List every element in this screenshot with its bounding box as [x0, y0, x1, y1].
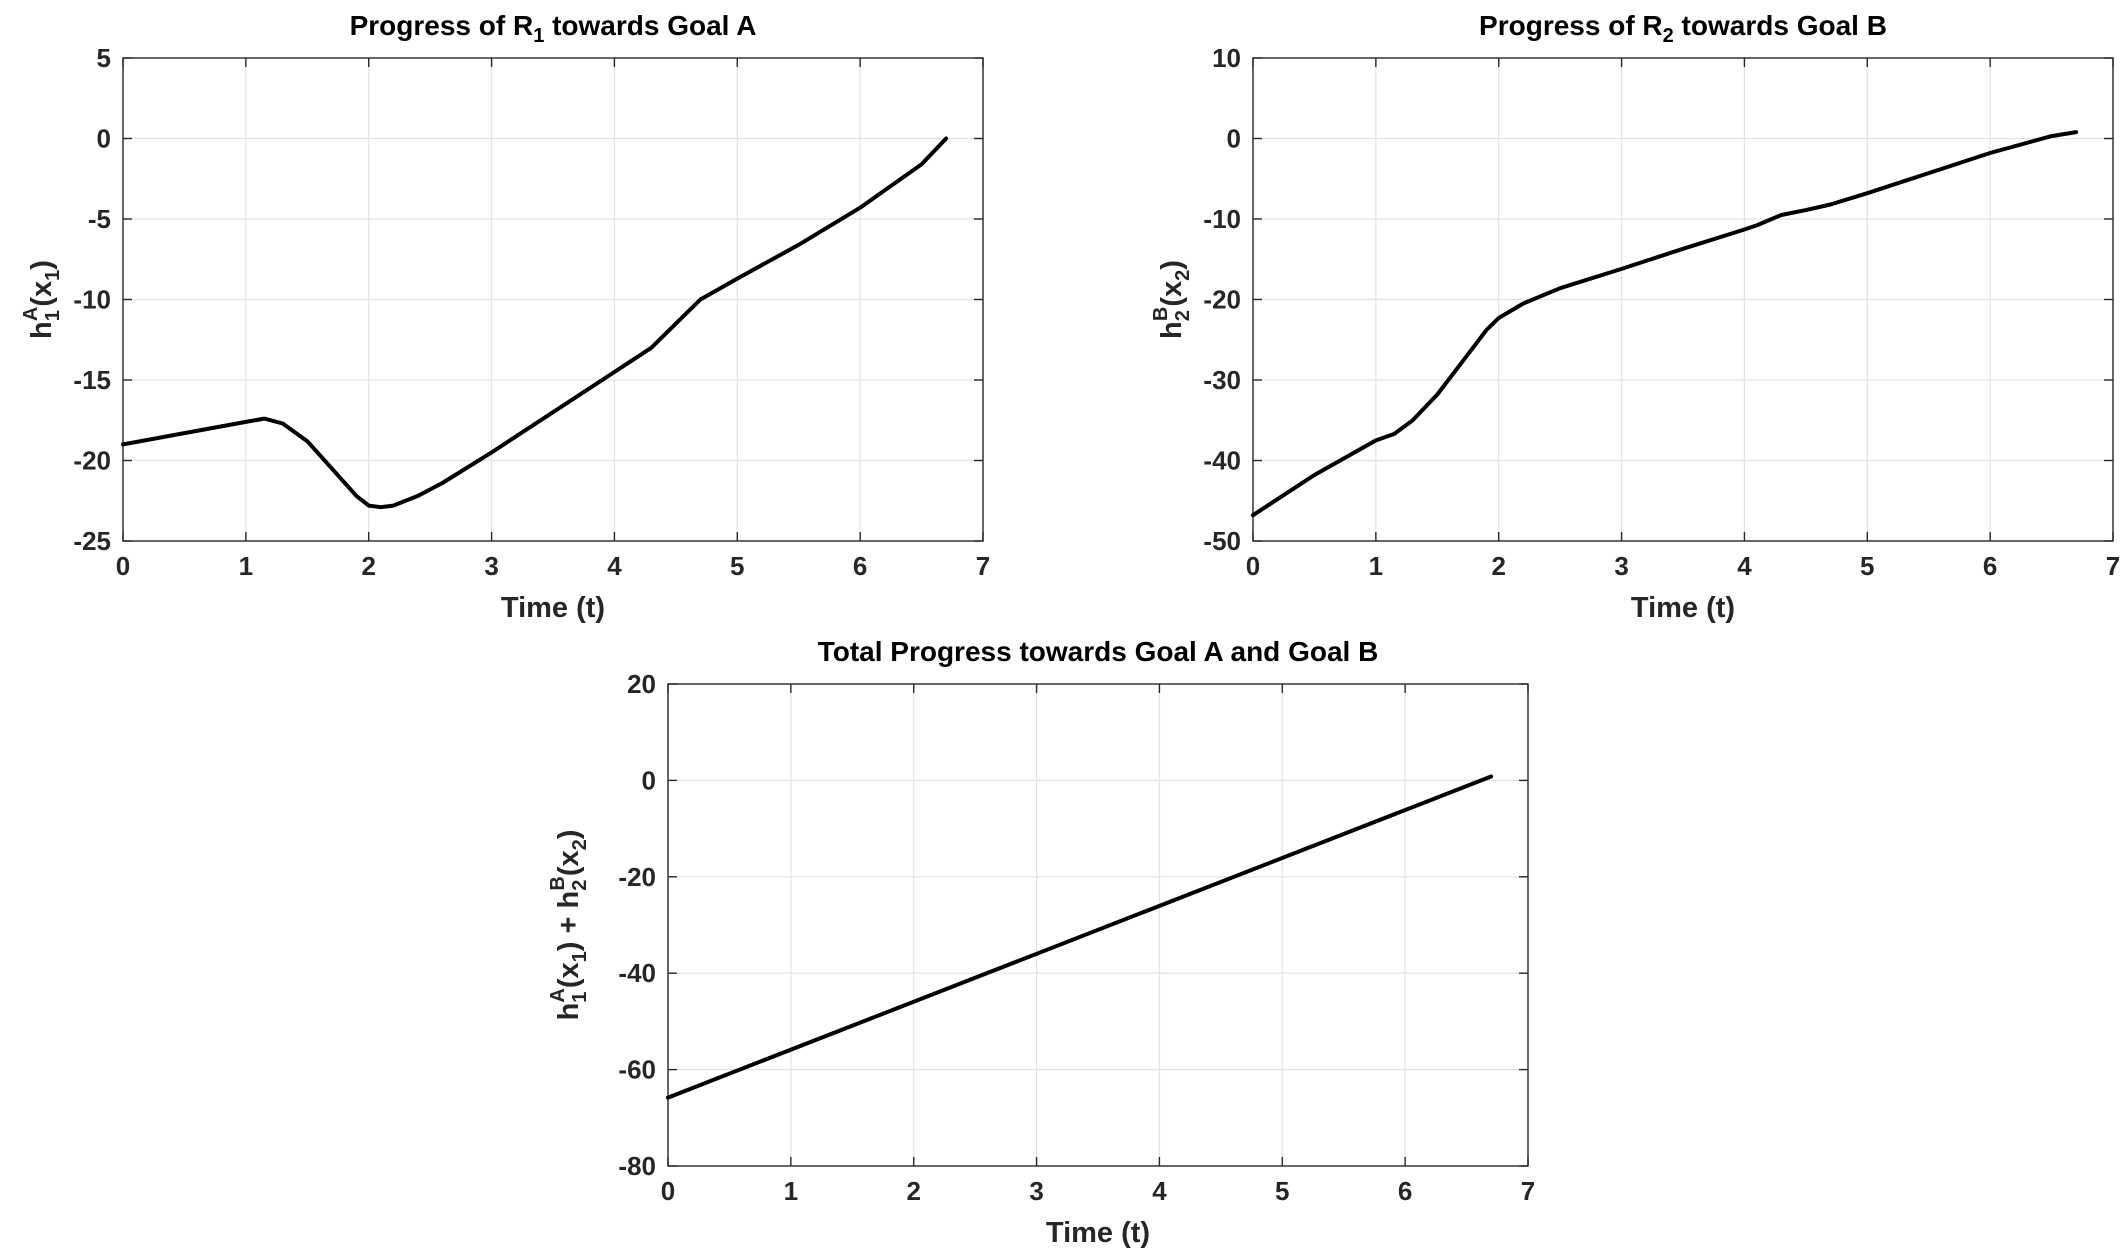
axes-frame — [667, 683, 1529, 1167]
x-axis-label: Time (t) — [1631, 592, 1735, 624]
y-tick-label: -40 — [1203, 446, 1241, 476]
x-tick-label: 4 — [1152, 1176, 1167, 1206]
y-tick-label: 0 — [1227, 124, 1241, 154]
plot-r2-goal-b: 0 1 2 3 4 5 6 7 -50 -40 -30 -20 -10 0 10 Progress of R2… — [1150, 10, 2120, 624]
x-tick-label: 5 — [730, 551, 744, 581]
x-tick-label: 5 — [1275, 1176, 1289, 1206]
x-tick-label: 2 — [1491, 551, 1505, 581]
x-tick-label: 3 — [1614, 551, 1628, 581]
series-line-h1A — [121, 136, 949, 510]
x-tick-label: 3 — [1029, 1176, 1043, 1206]
x-tick-label: 0 — [116, 551, 130, 581]
y-tick-label: -50 — [1203, 526, 1241, 556]
x-tick-label: 2 — [361, 551, 375, 581]
x-tick-label: 7 — [976, 551, 990, 581]
y-tick-label: -60 — [618, 1055, 656, 1085]
axes-frame — [1252, 57, 2114, 542]
x-axis-label: Time (t) — [501, 592, 605, 624]
y-tick-label: -15 — [73, 365, 111, 395]
y-axis-label: h2B(x2) — [1150, 260, 1194, 339]
y-tick-label: -10 — [1203, 204, 1241, 234]
plot-area — [668, 684, 1528, 1166]
y-tick-label: -25 — [73, 526, 111, 556]
y-tick-label: -40 — [618, 958, 656, 988]
y-tick-label: -5 — [88, 204, 111, 234]
y-tick-label: 0 — [642, 765, 656, 795]
x-tick-label: 6 — [853, 551, 867, 581]
y-tick-label: -30 — [1203, 365, 1241, 395]
x-axis-label: Time (t) — [1046, 1217, 1150, 1249]
x-tick-label: 7 — [2106, 551, 2120, 581]
chart-title: Progress of R2 towards Goal B — [1479, 10, 1887, 47]
y-tick-label: -80 — [618, 1151, 656, 1181]
y-tick-label: 0 — [97, 124, 111, 154]
x-tick-label: 2 — [906, 1176, 920, 1206]
y-tick-label: 10 — [1212, 43, 1241, 73]
x-tick-label: 4 — [1737, 551, 1752, 581]
x-tick-label: 1 — [1369, 551, 1383, 581]
x-tick-label: 6 — [1398, 1176, 1412, 1206]
x-tick-label: 3 — [484, 551, 498, 581]
x-tick-label: 1 — [784, 1176, 798, 1206]
chart-title: Total Progress towards Goal A and Goal B — [818, 636, 1379, 667]
y-axis-label: h1A(x1) + h2B(x2) — [547, 830, 591, 1021]
y-tick-label: 20 — [627, 669, 656, 699]
y-tick-label: 5 — [97, 43, 111, 73]
y-tick-label: -10 — [73, 285, 111, 315]
x-tick-label: 1 — [239, 551, 253, 581]
x-tick-label: 5 — [1860, 551, 1874, 581]
x-tick-label: 0 — [661, 1176, 675, 1206]
plot-total-progress: 0 1 2 3 4 5 6 7 -80 -60 -40 -20 0 20 Total Progress to… — [547, 636, 1535, 1249]
series-line-h2B — [1251, 130, 2079, 518]
y-axis-label: h1A(x1) — [20, 260, 64, 339]
x-tick-label: 0 — [1246, 551, 1260, 581]
x-tick-label: 6 — [1983, 551, 1997, 581]
x-tick-label: 7 — [1521, 1176, 1535, 1206]
x-tick-label: 4 — [607, 551, 622, 581]
y-tick-label: -20 — [1203, 285, 1241, 315]
plot-r1-goal-a: 0 1 2 3 4 5 6 7 -25 -20 -15 -10 -5 0 5 Progress of R1 t… — [20, 10, 990, 624]
chart-title: Progress of R1 towards Goal A — [350, 10, 757, 47]
y-tick-label: -20 — [618, 862, 656, 892]
series-line-total — [666, 774, 1494, 1100]
axes-frame — [122, 57, 984, 542]
y-tick-label: -20 — [73, 446, 111, 476]
